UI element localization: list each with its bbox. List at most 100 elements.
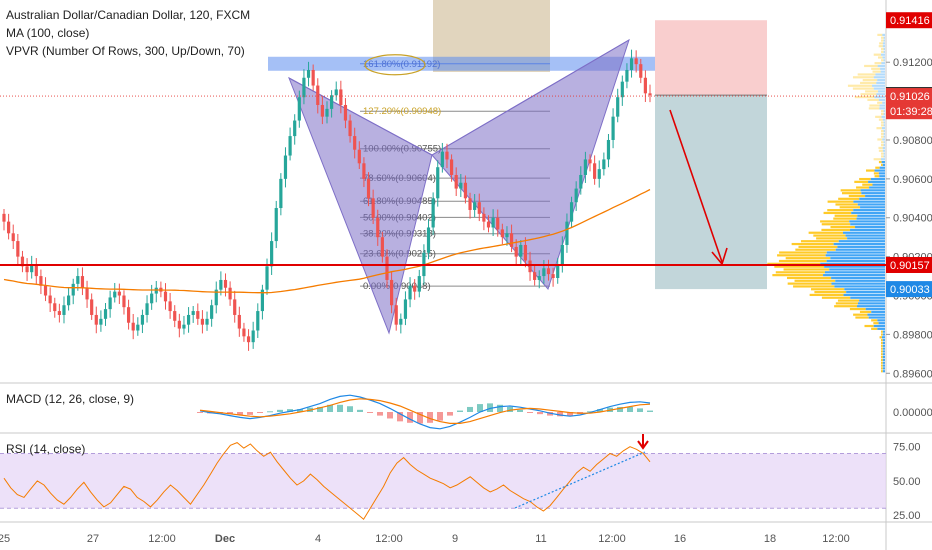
macd-histogram-bar [537,412,543,415]
macd-histogram-bar [477,404,483,412]
volume-bar-down [866,169,875,172]
candle-body [302,77,306,98]
macd-histogram-bar [297,409,303,412]
candle-body [320,104,324,117]
volume-bar-up [882,339,885,342]
volume-bar-up [881,336,885,339]
volume-bar-down [834,305,858,308]
moving-average-line [3,188,651,294]
volume-bar-down [881,135,884,138]
candle-body [454,174,458,189]
volume-bar-up [883,135,885,138]
volume-bar-up [855,225,885,229]
candle-body [90,299,94,315]
macd-histogram-bar [367,412,373,413]
volume-bar-down [814,290,847,294]
macd-histogram-bar [447,412,453,416]
macd-histogram-bar [507,406,513,412]
volume-bar-down [857,73,876,76]
macd-signal-line [199,398,651,424]
volume-bar-down [881,370,883,373]
macd-histogram-bar [467,406,473,412]
volume-bar-down [871,319,878,322]
volume-bar-down [876,127,883,130]
volume-bar-down [881,47,884,51]
volume-bar-up [882,330,885,333]
volume-bar-up [869,186,885,189]
candle-body [482,213,486,222]
volume-bar-down [778,259,827,263]
volume-bar-down [881,110,884,113]
volume-bar-down [798,245,838,248]
candle-body [486,221,491,228]
x-tick-label: Dec [215,533,235,545]
candle-body [200,318,205,325]
volume-bar-up [850,223,885,226]
volume-bar-up [825,254,885,257]
volume-bar-down [873,158,882,161]
volume-bar-down [777,254,826,257]
rsi-y-tick-label: 50.00 [893,476,921,488]
macd-histogram-bar [427,412,433,423]
volume-bar-down [867,98,879,102]
volume-bar-down [877,138,883,141]
volume-bar-down [881,358,883,362]
volume-profile [767,33,885,373]
ma-legend[interactable]: MA (100, close) [6,26,90,40]
volume-bar-up [865,194,885,198]
volume-bar-down [879,42,883,45]
candle-body [560,244,564,265]
volume-bar-up [857,214,885,217]
macd-legend[interactable]: MACD (12, 26, close, 9) [6,392,135,406]
volume-bar-up [873,76,885,79]
volume-bar-up [882,364,885,367]
volume-bar-up [882,138,885,141]
volume-bar-down [809,293,844,297]
volume-bar-up [880,70,885,73]
volume-bar-down [795,248,836,251]
candle-body [177,320,181,329]
candle-body [163,291,168,302]
macd-histogram-bar [647,410,653,412]
volume-bar-down [881,356,883,359]
rsi-legend[interactable]: RSI (14, close) [6,442,86,456]
candle-body [260,289,264,312]
macd-histogram-bar [557,412,563,417]
volume-bar-up [882,56,885,59]
candle-body [588,159,592,164]
volume-bar-down [881,350,883,353]
candle-body [505,233,509,238]
symbol-title[interactable]: Australian Dollar/Canadian Dollar, 120, … [6,8,251,22]
volume-bar-down [878,160,882,164]
volume-bar-down [813,234,846,237]
candle-body [251,330,255,343]
candle-body [357,149,361,164]
volume-bar-down [871,67,881,70]
volume-bar-down [881,353,883,356]
candle-body [246,336,251,343]
volume-bar-down [881,163,883,167]
volume-bar-up [834,285,885,288]
candle-body [233,299,237,315]
candle-body [131,322,135,331]
vpvr-legend[interactable]: VPVR (Number Of Rows, 300, Up/Down, 70) [6,44,245,58]
volume-bar-up [872,84,885,87]
candle-body [629,58,634,70]
candle-body [473,202,477,210]
volume-bar-down [878,149,883,152]
volume-bar-down [837,299,860,302]
volume-bar-down [864,324,874,328]
volume-bar-down [881,330,883,333]
candle-body [611,116,615,140]
volume-bar-up [882,350,885,353]
volume-bar-down [872,70,881,73]
x-tick-label: 25 [0,533,10,545]
volume-bar-down [821,228,851,232]
candle-body [270,241,274,267]
candle-body [579,174,583,189]
volume-bar-up [883,152,885,155]
candle-body [639,64,643,78]
volume-bar-down [852,76,874,79]
candle-body [496,217,500,230]
